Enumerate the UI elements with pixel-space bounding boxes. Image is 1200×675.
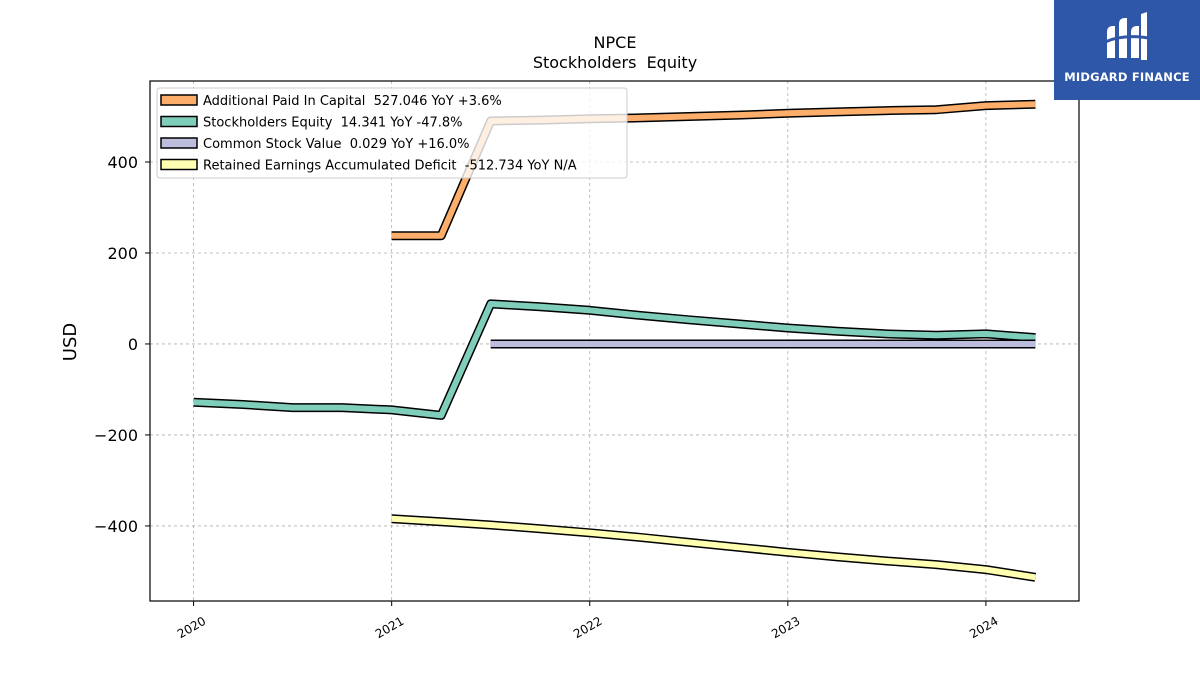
legend-label: Additional Paid In Capital 527.046 YoY +… [203,94,502,109]
x-tick-label: 2024 [967,614,1000,641]
legend-label: Common Stock Value 0.029 YoY +16.0% [203,137,470,152]
brand-name: MIDGARD FINANCE [1064,70,1190,84]
y-tick-label: −200 [94,426,138,445]
legend-box [156,87,628,179]
y-tick-label: 200 [107,244,138,263]
x-tick-label: 2021 [373,614,406,641]
series-3 [391,514,1037,582]
legend-label: Retained Earnings Accumulated Deficit -5… [203,159,577,174]
x-tick-label: 2020 [175,614,208,641]
y-axis-label: USD [60,323,81,361]
axis-ticks: 2020 2021 2022 2023 2024 −400 −200 0 200 400 [94,153,1001,641]
legend-swatch [160,94,198,106]
series-line [193,300,1036,419]
midgard-logo-icon [1104,12,1150,60]
chart-subtitle: Stockholders Equity [533,53,697,72]
legend-swatch [160,115,198,128]
y-tick-label: −400 [94,517,138,536]
plot-frame [149,80,1080,602]
x-tick-label: 2022 [571,614,604,641]
legend-swatch [160,137,198,149]
chart-title: NPCE [594,33,637,52]
legend-label: Stockholders Equity 14.341 YoY -47.8% [203,116,463,131]
series-1 [193,299,1036,420]
series-line [391,515,1036,581]
legend-swatch [160,158,198,171]
x-tick-label: 2023 [769,614,802,641]
series-line-outline [193,299,1036,420]
brand-logo: MIDGARD FINANCE [1054,0,1200,100]
legend: Additional Paid In Capital 527.046 YoY +… [156,87,628,179]
y-tick-label: 400 [107,153,138,172]
y-tick-label: 0 [128,335,138,354]
